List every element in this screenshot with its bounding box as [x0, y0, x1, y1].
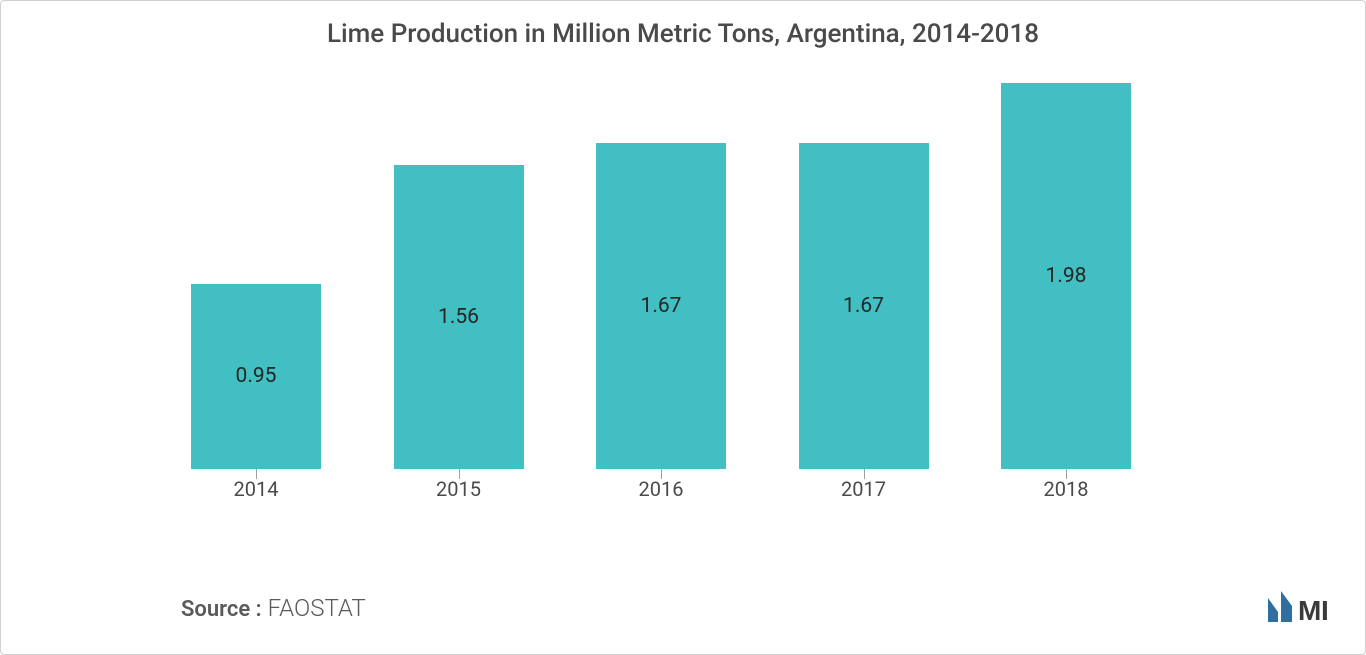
brand-logo: M I: [1265, 588, 1335, 632]
x-axis-label: 2017: [799, 477, 929, 501]
bar-2018: 1.98: [1001, 83, 1131, 469]
bar-value-label: 1.98: [1046, 264, 1087, 288]
bar-2014: 0.95: [191, 284, 321, 469]
x-axis-label: 2014: [191, 477, 321, 501]
bars-container: 0.95 1.56 1.67 1.67 1.98: [191, 79, 1131, 469]
bar-2017: 1.67: [799, 143, 929, 469]
svg-text:I: I: [1321, 595, 1329, 626]
logo-icon: M I: [1265, 588, 1335, 632]
bar-value-label: 1.56: [438, 305, 479, 329]
bar-2015: 1.56: [394, 165, 524, 469]
bar-value-label: 0.95: [236, 364, 277, 388]
bar-slot: 1.67: [596, 79, 726, 469]
bar-slot: 1.98: [1001, 79, 1131, 469]
chart-plot-area: 0.95 1.56 1.67 1.67 1.98: [191, 79, 1131, 469]
bar-value-label: 1.67: [641, 294, 682, 318]
bar-slot: 1.56: [394, 79, 524, 469]
svg-text:M: M: [1298, 595, 1321, 626]
bar-2016: 1.67: [596, 143, 726, 469]
x-axis-label: 2015: [394, 477, 524, 501]
chart-title: Lime Production in Million Metric Tons, …: [1, 19, 1365, 49]
source-value: FAOSTAT: [268, 594, 366, 622]
x-axis-label: 2018: [1001, 477, 1131, 501]
bar-value-label: 1.67: [843, 294, 884, 318]
bar-slot: 0.95: [191, 79, 321, 469]
x-axis-label: 2016: [596, 477, 726, 501]
source-attribution: Source : FAOSTAT: [181, 594, 366, 622]
source-label: Source :: [181, 597, 262, 622]
bar-slot: 1.67: [799, 79, 929, 469]
x-axis-labels: 2014 2015 2016 2017 2018: [191, 477, 1131, 501]
